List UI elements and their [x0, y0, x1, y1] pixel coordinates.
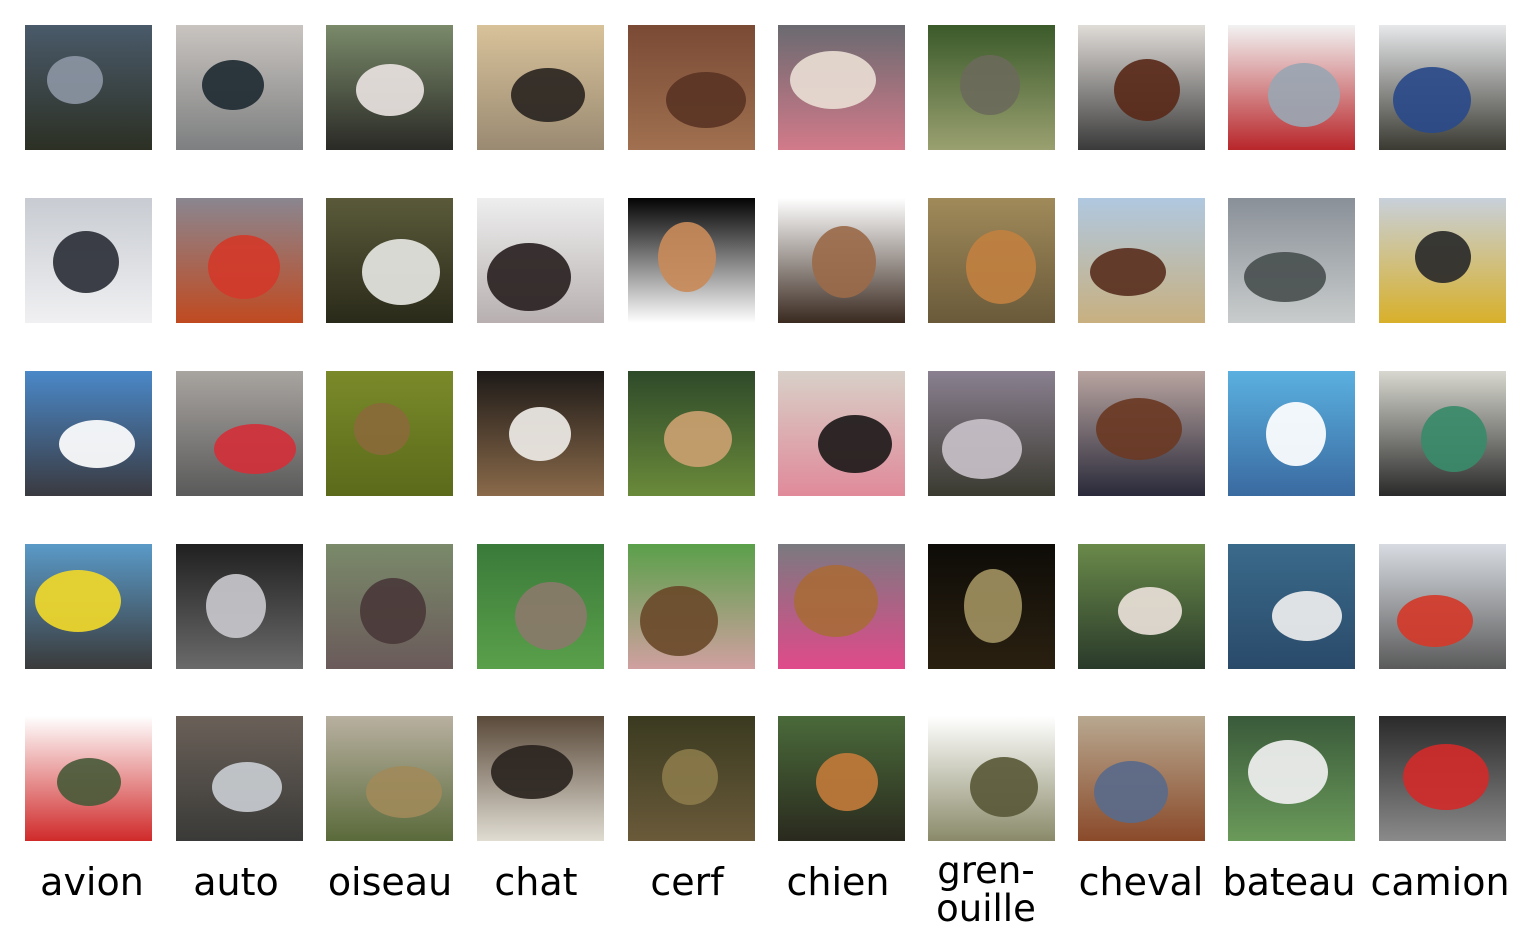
thumbnail-pheasant-closeup	[326, 544, 453, 669]
thumbnail-green-plane-on-white	[25, 716, 152, 841]
thumbnail-fox-dog-in-garden	[778, 716, 905, 841]
thumbnail-white-boat-hull	[1228, 25, 1355, 150]
thumbnail-elk-in-brush	[628, 716, 755, 841]
class-label-grenouille: gren- ouille	[936, 849, 1036, 930]
thumbnail-boat-on-lake	[1228, 544, 1355, 669]
class-label-auto: auto	[193, 860, 279, 904]
thumbnail-red-fire-truck	[1379, 716, 1506, 841]
thumbnail-speedboat-blue-water	[1228, 371, 1355, 496]
thumbnail-white-dump-truck	[1379, 544, 1506, 669]
thumbnail-reindeer-on-grass	[628, 544, 755, 669]
thumbnail-horses-in-arena	[1078, 371, 1205, 496]
class-label-avion: avion	[40, 860, 144, 904]
thumbnail-frog-on-sand	[928, 198, 1055, 323]
class-label-chien: chien	[786, 860, 890, 904]
thumbnail-deer-in-tall-grass	[628, 25, 755, 150]
thumbnail-ostrich-head-closeup	[326, 25, 453, 150]
thumbnail-black-white-dog-face	[778, 371, 905, 496]
thumbnail-yellow-biplane	[25, 544, 152, 669]
thumbnail-brown-horse-standing	[1078, 198, 1205, 323]
thumbnail-red-sports-car	[176, 198, 303, 323]
thumbnail-tabby-cat-face	[477, 716, 604, 841]
thumbnail-black-cat-sleeping	[477, 198, 604, 323]
thumbnail-dog-on-couch	[778, 544, 905, 669]
thumbnail-bird-on-post-green	[326, 371, 453, 496]
thumbnail-silver-car-showroom	[176, 544, 303, 669]
thumbnail-small-dog-sitting	[778, 198, 905, 323]
thumbnail-calico-cat-face	[477, 371, 604, 496]
thumbnail-jet-fighter-in-clouds	[25, 198, 152, 323]
thumbnail-frog-at-night	[928, 544, 1055, 669]
thumbnail-brown-horse-head-bridle	[1078, 25, 1205, 150]
thumbnail-toad-on-gravel	[928, 371, 1055, 496]
thumbnail-toad-on-white	[928, 716, 1055, 841]
thumbnail-airliner-blue-sky	[25, 371, 152, 496]
thumbnail-antelope-on-black	[628, 198, 755, 323]
thumbnail-cat-on-grass	[477, 544, 604, 669]
thumbnail-silver-hatchback	[176, 716, 303, 841]
thumbnail-motorboat-shore	[1228, 716, 1355, 841]
thumbnail-ship-on-grey-water	[1228, 198, 1355, 323]
thumbnail-cat-lying-on-floor	[477, 25, 604, 150]
thumbnail-dark-sedan-parked	[176, 25, 303, 150]
class-label-cheval: cheval	[1078, 860, 1204, 904]
thumbnail-white-semi-truck	[1379, 25, 1506, 150]
thumbnail-cowboy-on-horse	[1078, 716, 1205, 841]
thumbnail-white-puppy-held	[778, 25, 905, 150]
thumbnail-finch-on-branch	[326, 716, 453, 841]
class-label-bateau: bateau	[1222, 860, 1356, 904]
thumbnail-frog-in-grass	[928, 25, 1055, 150]
class-label-camion: camion	[1370, 860, 1510, 904]
thumbnail-red-convertible-mountains	[176, 371, 303, 496]
thumbnail-white-horse-handler	[1078, 544, 1205, 669]
thumbnail-egret-standing	[326, 198, 453, 323]
class-label-cerf: cerf	[650, 860, 724, 904]
class-label-chat: chat	[494, 860, 578, 904]
thumbnail-deer-in-forest	[628, 371, 755, 496]
thumbnail-green-truck	[1379, 371, 1506, 496]
class-label-oiseau: oiseau	[327, 860, 453, 904]
thumbnail-truck-with-yellow-cargo	[1379, 198, 1506, 323]
thumbnail-airplane-over-fence-dusk	[25, 25, 152, 150]
